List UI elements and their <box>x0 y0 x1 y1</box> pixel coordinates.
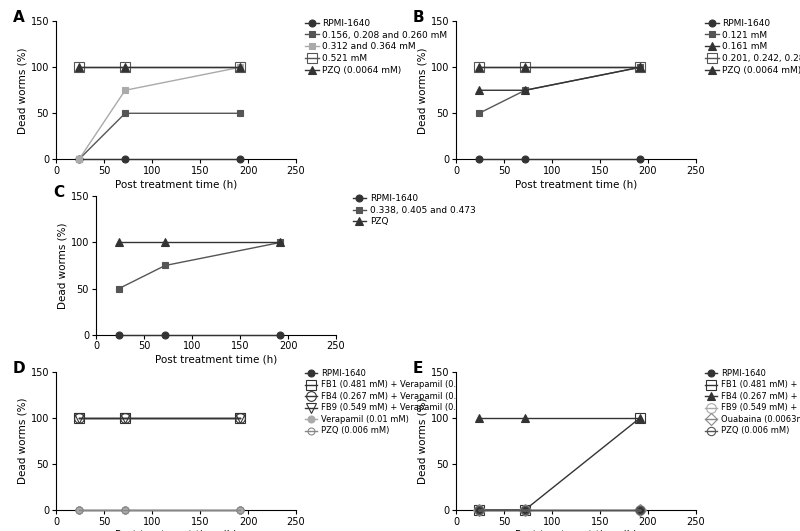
Text: A: A <box>13 10 25 25</box>
Legend: RPMI-1640, 0.121 mM, 0.161 mM, 0.201, 0.242, 0.282 and 0.322 mM, PZQ (0.0064 mM): RPMI-1640, 0.121 mM, 0.161 mM, 0.201, 0.… <box>706 19 800 75</box>
X-axis label: Post treatment time (h): Post treatment time (h) <box>515 529 637 531</box>
Y-axis label: Dead worms (%): Dead worms (%) <box>18 47 28 133</box>
X-axis label: Post treatment time (h): Post treatment time (h) <box>515 179 637 189</box>
Legend: RPMI-1640, 0.338, 0.405 and 0.473, PZQ: RPMI-1640, 0.338, 0.405 and 0.473, PZQ <box>353 194 475 227</box>
Y-axis label: Dead worms (%): Dead worms (%) <box>18 398 28 484</box>
X-axis label: Post treatment time (h): Post treatment time (h) <box>115 179 237 189</box>
X-axis label: Post treatment time (h): Post treatment time (h) <box>155 354 277 364</box>
X-axis label: Post treatment time (h): Post treatment time (h) <box>115 529 237 531</box>
Legend: RPMI-1640, FB1 (0.481 mM) + Verapamil (0.01 mM), FB4 (0.267 mM) + Verapamil (0.0: RPMI-1640, FB1 (0.481 mM) + Verapamil (0… <box>305 369 488 435</box>
Y-axis label: Dead worms (%): Dead worms (%) <box>418 398 428 484</box>
Text: B: B <box>413 10 425 25</box>
Y-axis label: Dead worms (%): Dead worms (%) <box>58 222 68 309</box>
Legend: RPMI-1640, FB1 (0.481 mM) + Ouabain (0.0063mM), FB4 (0.267 mM) + Ouabain (0.0063: RPMI-1640, FB1 (0.481 mM) + Ouabain (0.0… <box>705 369 800 435</box>
Y-axis label: Dead worms (%): Dead worms (%) <box>418 47 428 133</box>
Legend: RPMI-1640, 0.156, 0.208 and 0.260 mM, 0.312 and 0.364 mM, 0.521 mM, PZQ (0.0064 : RPMI-1640, 0.156, 0.208 and 0.260 mM, 0.… <box>306 19 447 75</box>
Text: C: C <box>53 185 64 200</box>
Text: E: E <box>413 361 423 375</box>
Text: D: D <box>13 361 26 375</box>
